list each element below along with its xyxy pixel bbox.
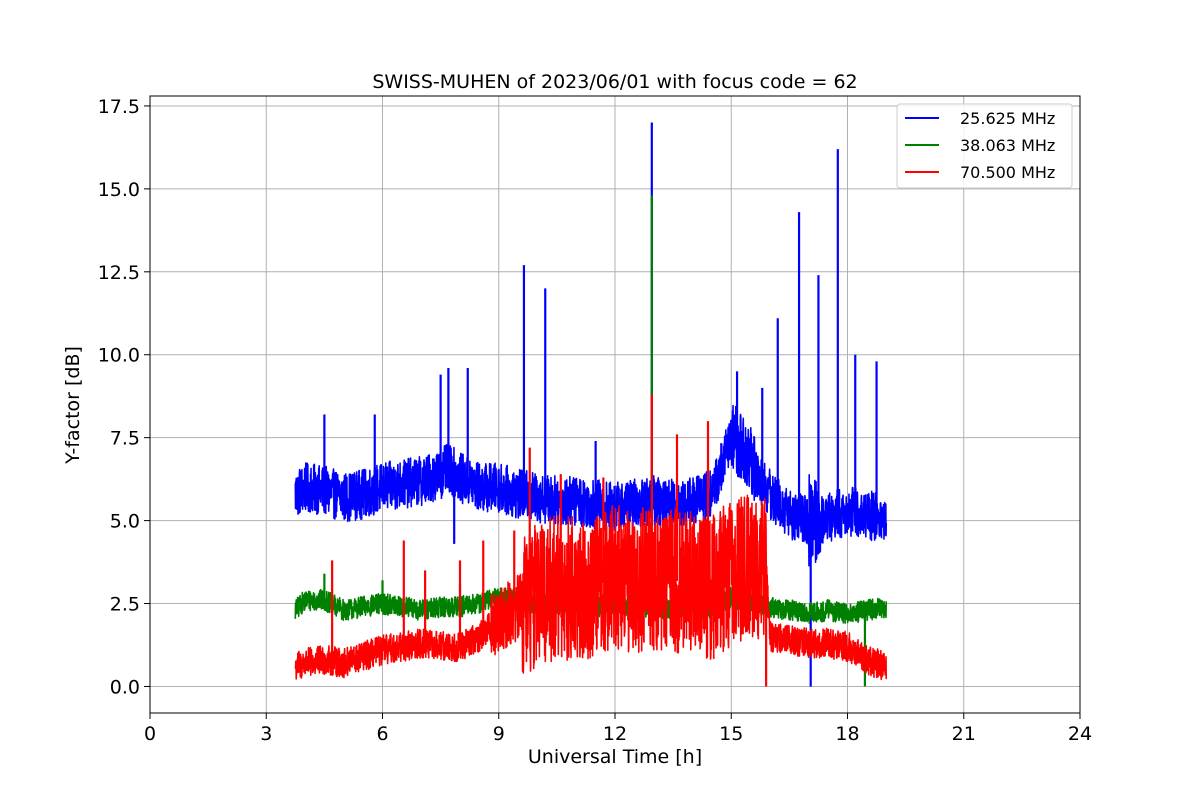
y-tick-label: 7.5 [110,428,140,450]
series-line-1 [294,404,888,567]
y-axis-ticks: 0.0 2.5 5.0 7.5 10.0 12.5 15.0 17.5 [98,96,150,698]
y-tick-label: 2.5 [110,594,140,616]
x-axis-title: Universal Time [h] [528,746,702,768]
y-tick-label: 12.5 [98,262,140,284]
x-tick-label: 12 [603,723,627,745]
x-tick-label: 18 [835,723,859,745]
y-axis-title: Y-factor [dB] [62,346,84,465]
x-tick-label: 24 [1068,723,1092,745]
x-tick-label: 15 [719,723,743,745]
chart-title: SWISS-MUHEN of 2023/06/01 with focus cod… [372,71,857,93]
x-tick-label: 9 [493,723,505,745]
legend-label-series-3: 70.500 MHz [960,163,1055,182]
x-tick-label: 21 [952,723,976,745]
y-tick-label: 0.0 [110,676,140,698]
y-tick-label: 5.0 [110,511,140,533]
x-tick-label: 0 [144,723,156,745]
x-axis-ticks: 0 3 6 9 12 15 18 21 24 [144,713,1092,745]
x-tick-label: 6 [376,723,388,745]
y-tick-label: 10.0 [98,345,140,367]
series-layer [294,122,888,687]
x-tick-label: 3 [260,723,272,745]
y-tick-label: 17.5 [98,96,140,118]
legend-label-series-2: 38.063 MHz [960,136,1055,155]
legend-box [896,103,1073,189]
legend: 25.625 MHz 38.063 MHz 70.500 MHz [896,103,1073,189]
series-line-3 [294,494,888,681]
legend-label-series-1: 25.625 MHz [960,109,1055,128]
y-tick-label: 15.0 [98,179,140,201]
